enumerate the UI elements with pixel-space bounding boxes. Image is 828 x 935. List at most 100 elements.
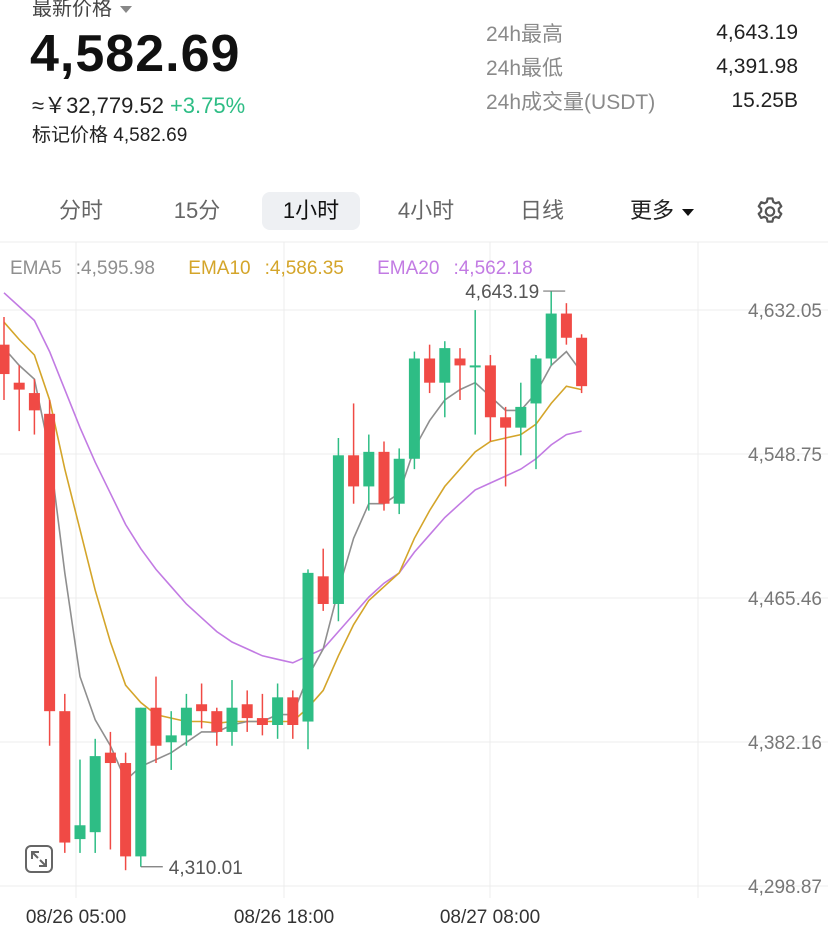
candlestick-chart[interactable]: 4,632.05 4,548.75 4,465.46 4,382.16 4,298.87… <box>0 240 828 935</box>
candle-body <box>363 451 375 487</box>
candle-body <box>469 365 481 368</box>
tab-1h[interactable]: 1小时 <box>262 192 360 230</box>
candle <box>165 711 177 770</box>
stat-row-volume: 24h成交量(USDT) 15.25B <box>486 84 798 118</box>
candle-body <box>150 707 162 746</box>
candle-body <box>104 752 116 764</box>
candle-body <box>424 358 436 383</box>
price-cny-row: ≈￥32,779.52 +3.75% <box>32 88 245 120</box>
candle-body <box>287 697 299 725</box>
change-percent: +3.75% <box>169 93 246 118</box>
candle <box>272 683 284 739</box>
candle-body <box>530 358 542 404</box>
candle <box>13 365 25 432</box>
ema20-line <box>3 292 582 664</box>
candle-body <box>211 711 223 732</box>
tab-15m[interactable]: 15分 <box>173 198 221 223</box>
candle-body <box>74 825 86 840</box>
candle <box>393 448 405 515</box>
candle-body <box>180 707 192 736</box>
candle <box>545 291 557 366</box>
tab-daily[interactable]: 日线 <box>519 198 564 223</box>
mark-price-value: 4,582.69 <box>113 125 188 146</box>
candle <box>317 548 329 611</box>
x-tick-label: 08/27 08:00 <box>440 907 540 928</box>
candle-body <box>89 756 101 833</box>
candle-body <box>0 344 10 375</box>
last-price: 4,582.69 <box>30 25 241 83</box>
price-label[interactable]: 最新价格 <box>32 0 132 21</box>
candle <box>560 303 572 345</box>
candle <box>424 344 436 394</box>
candle-body <box>393 458 405 504</box>
candle-body <box>500 417 512 428</box>
candle-body <box>241 704 253 719</box>
mark-price-row: 标记价格 4,582.69 <box>32 120 187 147</box>
candle <box>226 680 238 746</box>
tab-4h[interactable]: 4小时 <box>397 198 455 223</box>
candle <box>439 341 451 418</box>
candle <box>287 690 299 739</box>
candle <box>241 690 253 732</box>
candle <box>576 334 588 394</box>
candle-body <box>13 382 25 390</box>
candle-body <box>454 358 466 366</box>
candle <box>135 707 147 867</box>
stats-panel: 24h最高 4,643.19 24h最低 4,391.98 24h成交量(USDT)… <box>486 16 798 118</box>
expand-icon[interactable] <box>24 844 54 874</box>
candle-body <box>28 393 40 411</box>
stat-label: 24h最高 <box>486 23 564 46</box>
candle <box>515 382 527 456</box>
low-price-label: 4,310.01 <box>169 858 243 879</box>
tab-more[interactable]: 更多 <box>614 192 710 230</box>
candle-body <box>256 718 268 725</box>
candle-body <box>439 348 451 383</box>
candle <box>28 379 40 435</box>
candle <box>211 707 223 746</box>
candle-body <box>226 707 238 732</box>
cny-value: ≈￥32,779.52 <box>32 93 164 118</box>
candle <box>89 738 101 853</box>
stat-value: 15.25B <box>731 89 798 112</box>
ema-legend: EMA5:4,595.98 EMA10:4,586.35 EMA20:4,562… <box>10 258 561 280</box>
candle-body <box>408 358 420 459</box>
candle-body <box>302 572 314 722</box>
candle <box>44 399 56 746</box>
candle <box>530 355 542 470</box>
candle-body <box>545 313 557 359</box>
candle <box>256 693 268 736</box>
candle-body <box>272 697 284 725</box>
candle <box>454 348 466 400</box>
candle <box>378 441 390 511</box>
gear-icon[interactable] <box>754 194 786 226</box>
candle <box>302 569 314 750</box>
candle <box>0 317 10 400</box>
candle <box>59 693 71 853</box>
y-tick-label: 4,465.46 <box>748 589 822 610</box>
candle <box>484 355 496 442</box>
stat-label: 24h最低 <box>486 57 564 80</box>
y-tick-label: 4,632.05 <box>748 301 822 322</box>
candle-body <box>576 337 588 387</box>
candle-body <box>378 451 390 504</box>
caret-down-icon <box>120 6 132 14</box>
y-tick-label: 4,548.75 <box>748 445 822 466</box>
interval-tabs: 分时 15分 1小时 4小时 日线 更多 <box>0 186 828 236</box>
candle <box>120 752 132 871</box>
candle <box>74 759 86 853</box>
tab-timeline[interactable]: 分时 <box>58 198 103 223</box>
x-tick-label: 08/26 05:00 <box>26 907 126 928</box>
stat-row-low: 24h最低 4,391.98 <box>486 50 798 84</box>
stat-row-high: 24h最高 4,643.19 <box>486 16 798 50</box>
candle <box>104 731 116 850</box>
stat-value: 4,643.19 <box>716 21 798 44</box>
y-tick-label: 4,382.16 <box>748 733 822 754</box>
candle <box>363 434 375 511</box>
stat-label: 24h成交量(USDT) <box>486 91 656 114</box>
candle <box>469 310 481 435</box>
candle <box>500 406 512 487</box>
candle-body <box>59 711 71 843</box>
candle-body <box>196 704 208 712</box>
candle <box>332 438 344 622</box>
candle-body <box>317 576 329 604</box>
